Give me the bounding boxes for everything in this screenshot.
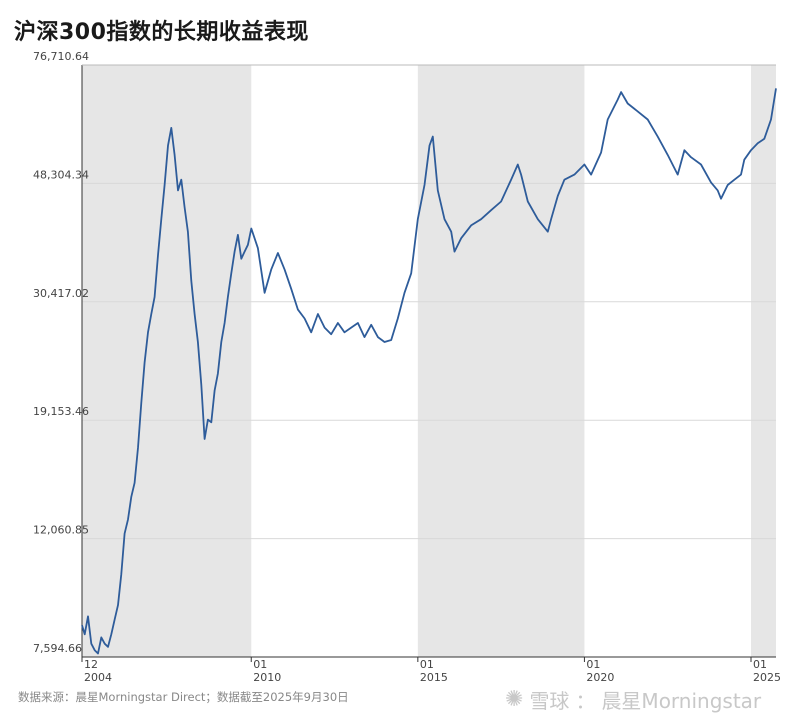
x-tick-year-label: 2004 bbox=[84, 671, 112, 684]
watermark-xueqiu: 雪球 bbox=[529, 689, 570, 713]
watermark-brand: 晨星Morningstar bbox=[601, 689, 762, 713]
axes bbox=[81, 64, 776, 658]
series-line bbox=[81, 88, 777, 655]
y-tick-labels: 7,594.66 12,060.85 19,153.46 30,417.02 48,30… bbox=[33, 50, 89, 655]
x-tick-year-label: 2025 bbox=[753, 671, 781, 684]
watermark: ✺ 雪球 ： 晨星Morningstar bbox=[505, 685, 761, 714]
x-tick-year-label: 2010 bbox=[253, 671, 281, 684]
x-tick-month-label: 01 bbox=[253, 658, 267, 671]
y-tick-label: 19,153.46 bbox=[33, 405, 89, 418]
x-tick-month-label: 01 bbox=[420, 658, 434, 671]
series-line-0 bbox=[81, 88, 777, 655]
y-tick-label: 12,060.85 bbox=[33, 524, 89, 537]
shaded-period-1 bbox=[417, 65, 585, 657]
x-tick-month-label: 01 bbox=[586, 658, 600, 671]
y-tick-label: 48,304.34 bbox=[33, 168, 89, 181]
y-tick-label: 30,417.02 bbox=[33, 287, 89, 300]
data-source-note: 数据来源：晨星Morningstar Direct；数据截至2025年9月30日 bbox=[18, 690, 349, 704]
y-tick-label: 7,594.66 bbox=[33, 642, 82, 655]
watermark-separator: ： bbox=[575, 689, 596, 713]
shaded-period-2 bbox=[751, 65, 776, 657]
x-tick-month-label: 12 bbox=[84, 658, 98, 671]
snowball-logo-icon: ✺ bbox=[505, 687, 524, 712]
page-title: 沪深300指数的长期收益表现 bbox=[14, 20, 309, 45]
y-tick-label: 76,710.64 bbox=[33, 50, 89, 63]
x-tick-year-label: 2015 bbox=[420, 671, 448, 684]
x-tick-year-label: 2020 bbox=[586, 671, 614, 684]
x-tick-month-label: 01 bbox=[753, 658, 767, 671]
